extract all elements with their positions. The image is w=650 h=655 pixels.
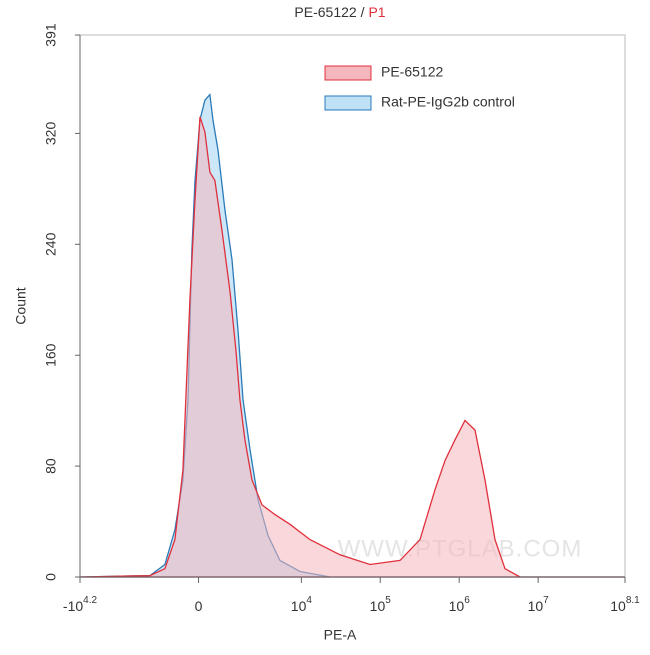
y-tick-label: 160 bbox=[43, 343, 59, 367]
x-tick-exponent: 5 bbox=[385, 595, 391, 606]
x-tick-exponent: 6 bbox=[464, 595, 470, 606]
x-tick-label: 106 bbox=[449, 595, 471, 614]
legend-label: PE-65122 bbox=[381, 64, 443, 80]
x-axis-label: PE-A bbox=[324, 627, 357, 643]
x-tick-exponent: 4 bbox=[306, 595, 312, 606]
histogram-area bbox=[80, 116, 625, 578]
x-tick-exponent: 7 bbox=[543, 595, 549, 606]
x-tick-base: -10 bbox=[63, 598, 83, 614]
title-main: PE-65122 / bbox=[294, 4, 364, 20]
x-tick-label: 0 bbox=[195, 598, 203, 614]
x-tick-base: 10 bbox=[610, 598, 626, 614]
x-tick-base: 10 bbox=[291, 598, 307, 614]
x-tick-base: 0 bbox=[195, 598, 203, 614]
histogram-area bbox=[80, 93, 625, 578]
y-tick-label: 80 bbox=[43, 458, 59, 474]
y-tick-label: 391 bbox=[43, 23, 59, 47]
x-tick-base: 10 bbox=[528, 598, 544, 614]
y-tick-label: 240 bbox=[43, 232, 59, 256]
x-tick-label: 104 bbox=[291, 595, 313, 614]
y-tick-label: 0 bbox=[43, 573, 59, 581]
x-tick-exponent: 4.2 bbox=[83, 595, 97, 606]
legend-label: Rat-PE-IgG2b control bbox=[381, 94, 515, 110]
title-gate: P1 bbox=[368, 4, 385, 20]
x-tick-exponent: 8.1 bbox=[626, 595, 640, 606]
chart-title: PE-65122 /P1 bbox=[294, 4, 385, 20]
y-tick-label: 320 bbox=[43, 122, 59, 146]
legend-swatch bbox=[324, 65, 372, 81]
x-tick-label: 105 bbox=[370, 595, 392, 614]
x-tick-base: 10 bbox=[370, 598, 386, 614]
plot-frame bbox=[79, 34, 626, 578]
x-tick-label: -104.2 bbox=[63, 595, 98, 614]
x-tick-label: 107 bbox=[528, 595, 550, 614]
x-tick-label: 108.1 bbox=[610, 595, 640, 614]
y-axis-label: Count bbox=[13, 287, 29, 324]
legend-swatch bbox=[324, 95, 372, 111]
x-tick-base: 10 bbox=[449, 598, 465, 614]
